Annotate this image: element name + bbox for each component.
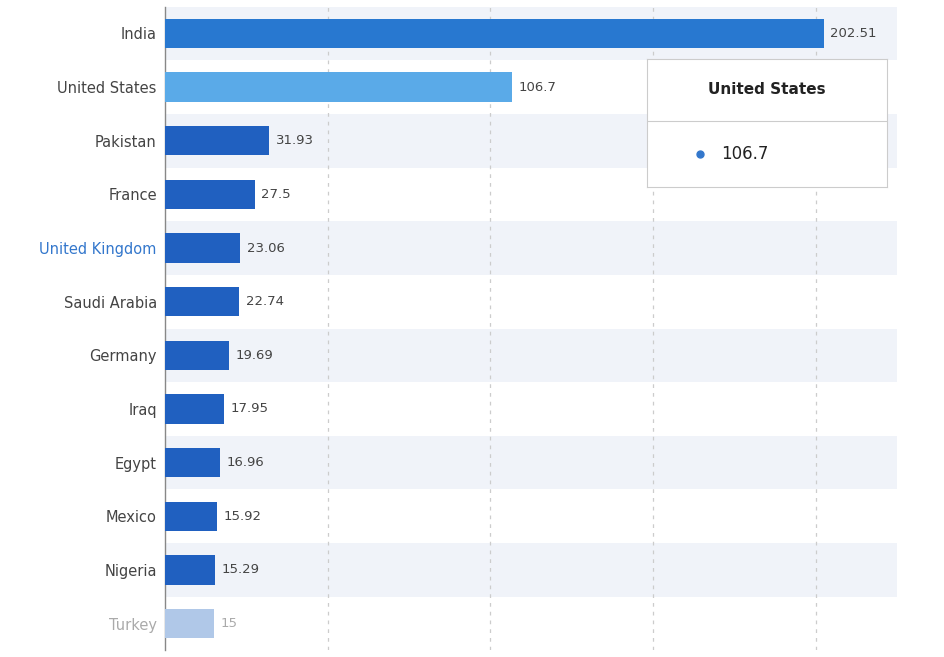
Text: 202.51: 202.51	[830, 27, 877, 40]
Bar	[165, 436, 897, 489]
Bar	[165, 382, 897, 436]
Bar	[165, 114, 897, 168]
Bar	[165, 609, 214, 639]
Text: 106.7: 106.7	[518, 81, 557, 93]
Bar	[165, 7, 897, 60]
Text: 22.74: 22.74	[245, 295, 283, 308]
Text: 19.69: 19.69	[236, 349, 274, 362]
Bar	[165, 72, 513, 102]
Bar	[165, 543, 897, 597]
Text: 17.95: 17.95	[230, 403, 268, 415]
Text: 23.06: 23.06	[246, 242, 284, 254]
Text: 27.5: 27.5	[261, 188, 291, 201]
Bar	[165, 126, 269, 156]
Text: 16.96: 16.96	[227, 456, 264, 469]
Bar	[165, 328, 897, 382]
Bar	[165, 340, 229, 370]
Text: 15.29: 15.29	[222, 564, 260, 576]
Bar	[165, 597, 897, 650]
Text: 15: 15	[221, 617, 238, 630]
Text: 106.7: 106.7	[721, 145, 768, 163]
Bar	[165, 60, 897, 114]
Bar	[165, 448, 220, 478]
Text: United States: United States	[708, 82, 826, 97]
Bar	[165, 555, 215, 585]
Bar	[165, 489, 897, 543]
Bar	[165, 394, 224, 424]
Bar	[165, 501, 217, 531]
Text: 31.93: 31.93	[276, 134, 313, 147]
Bar	[165, 287, 239, 317]
Bar	[165, 168, 897, 221]
Text: 15.92: 15.92	[224, 510, 261, 523]
Bar	[165, 179, 255, 209]
Bar	[165, 233, 240, 263]
Bar	[165, 221, 897, 275]
Bar	[165, 18, 824, 48]
Bar	[165, 275, 897, 328]
